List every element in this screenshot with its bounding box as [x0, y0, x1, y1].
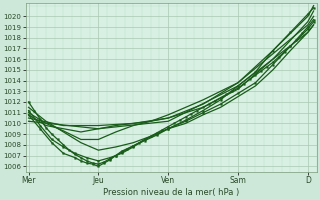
X-axis label: Pression niveau de la mer( hPa ): Pression niveau de la mer( hPa )	[103, 188, 239, 197]
